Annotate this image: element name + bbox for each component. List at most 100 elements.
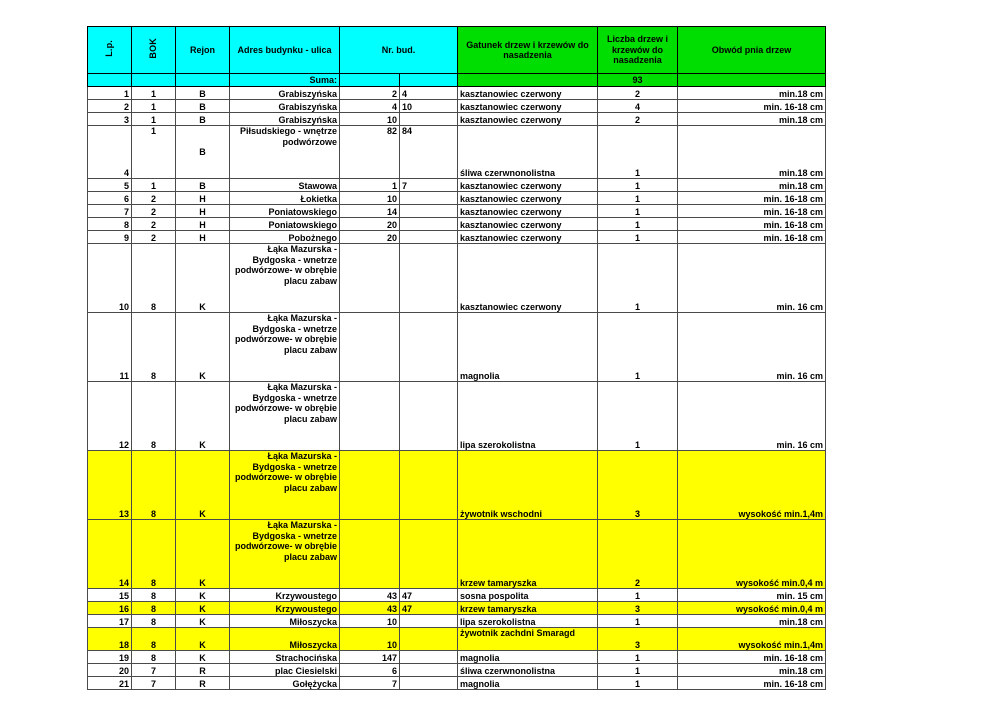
cell-rejon: K: [175, 381, 230, 451]
cell-liczba: 1: [597, 312, 678, 382]
table-row: 7 2 H Poniatowskiego 14 kasztanowiec czerwony…: [87, 204, 826, 218]
cell-nr-bud-1: 10: [339, 112, 400, 126]
cell-rejon: H: [175, 217, 230, 231]
table-row: 5 1 B Stawowa 1 7 kasztanowiec czerwony 1 min.18…: [87, 178, 826, 192]
table-row: 4 1 B Piłsudskiego - wnętrze podwórzowe 82 84…: [87, 125, 826, 179]
cell-obwod: min.18 cm: [677, 112, 826, 126]
summary-bok-cell: [131, 73, 176, 87]
table-row: 13 8 K Łąka Mazurska - Bydgoska - wnetrze p…: [87, 450, 826, 520]
cell-gatunek: kasztanowiec czerwony: [457, 86, 598, 100]
summary-label: Suma:: [229, 73, 340, 87]
cell-bok: 1: [131, 99, 176, 113]
cell-nr-bud-1: 10: [339, 191, 400, 205]
cell-adres: Stawowa: [229, 178, 340, 192]
cell-nr-bud-1: 2: [339, 86, 400, 100]
cell-obwod: min. 16-18 cm: [677, 204, 826, 218]
cell-gatunek: magnolia: [457, 312, 598, 382]
cell-nr-bud-1: 20: [339, 217, 400, 231]
cell-liczba: 1: [597, 217, 678, 231]
summary-total: 93: [597, 73, 678, 87]
cell-liczba: 1: [597, 191, 678, 205]
cell-lp: 12: [87, 381, 132, 451]
cell-nr-bud-1: 43: [339, 588, 400, 602]
cell-nr-bud-2: 10: [399, 99, 458, 113]
cell-bok: 2: [131, 217, 176, 231]
cell-rejon: K: [175, 243, 230, 313]
cell-obwod: min. 16-18 cm: [677, 676, 826, 690]
cell-obwod: min.18 cm: [677, 125, 826, 179]
cell-nr-bud-2: 84: [399, 125, 458, 179]
cell-nr-bud-2: [399, 614, 458, 628]
cell-bok: 2: [131, 230, 176, 244]
cell-nr-bud-1: 82: [339, 125, 400, 179]
header-obwod: Obwód pnia drzew: [677, 26, 826, 74]
cell-liczba: 1: [597, 230, 678, 244]
cell-lp: 20: [87, 663, 132, 677]
cell-nr-bud-2: [399, 676, 458, 690]
cell-bok: 8: [131, 588, 176, 602]
cell-adres: Łąka Mazurska - Bydgoska - wnetrze podwó…: [229, 450, 340, 520]
cell-obwod: min. 15 cm: [677, 588, 826, 602]
cell-bok: 2: [131, 204, 176, 218]
cell-nr-bud-2: 47: [399, 601, 458, 615]
cell-lp: 18: [87, 627, 132, 651]
cell-gatunek: sosna pospolita: [457, 588, 598, 602]
cell-obwod: min.18 cm: [677, 178, 826, 192]
cell-nr-bud-2: [399, 519, 458, 589]
cell-lp: 10: [87, 243, 132, 313]
cell-liczba: 4: [597, 99, 678, 113]
cell-adres: Łąka Mazurska - Bydgoska - wnetrze podwó…: [229, 312, 340, 382]
cell-lp: 8: [87, 217, 132, 231]
cell-bok: 7: [131, 663, 176, 677]
cell-adres: Poniatowskiego: [229, 204, 340, 218]
cell-adres: Gołężycka: [229, 676, 340, 690]
cell-rejon: H: [175, 191, 230, 205]
cell-obwod: min.18 cm: [677, 86, 826, 100]
cell-lp: 5: [87, 178, 132, 192]
cell-rejon: B: [175, 178, 230, 192]
table-row: 2 1 B Grabiszyńska 4 10 kasztanowiec czerwony 4…: [87, 99, 826, 113]
cell-nr-bud-1: [339, 519, 400, 589]
cell-nr-bud-1: 1: [339, 178, 400, 192]
cell-nr-bud-2: [399, 191, 458, 205]
cell-gatunek: kasztanowiec czerwony: [457, 191, 598, 205]
cell-liczba: 3: [597, 627, 678, 651]
cell-lp: 17: [87, 614, 132, 628]
cell-obwod: wysokość min.0,4 m: [677, 601, 826, 615]
cell-rejon: K: [175, 650, 230, 664]
cell-nr-bud-2: [399, 312, 458, 382]
cell-lp: 15: [87, 588, 132, 602]
cell-nr-bud-2: [399, 230, 458, 244]
summary-obwod-cell: [677, 73, 826, 87]
cell-gatunek: kasztanowiec czerwony: [457, 217, 598, 231]
cell-liczba: 1: [597, 381, 678, 451]
cell-rejon: B: [175, 99, 230, 113]
cell-gatunek: śliwa czerwnonolistna: [457, 663, 598, 677]
cell-adres: Łąka Mazurska - Bydgoska - wnetrze podwó…: [229, 519, 340, 589]
cell-lp: 7: [87, 204, 132, 218]
cell-obwod: min. 16 cm: [677, 381, 826, 451]
cell-lp: 19: [87, 650, 132, 664]
table-row: 15 8 K Krzywoustego 43 47 sosna pospolita 1 min.…: [87, 588, 826, 602]
cell-rejon: K: [175, 450, 230, 520]
table-row: 18 8 K Miłoszycka 10 żywotnik zachdni Smaragd…: [87, 627, 826, 651]
cell-adres: Grabiszyńska: [229, 112, 340, 126]
cell-liczba: 1: [597, 178, 678, 192]
cell-nr-bud-1: 147: [339, 650, 400, 664]
cell-adres: Łąka Mazurska - Bydgoska - wnetrze podwó…: [229, 381, 340, 451]
cell-nr-bud-1: [339, 243, 400, 313]
cell-nr-bud-2: 7: [399, 178, 458, 192]
table-row: 10 8 K Łąka Mazurska - Bydgoska - wnetrze p…: [87, 243, 826, 313]
summary-lp-cell: [87, 73, 132, 87]
cell-gatunek: lipa szerokolistna: [457, 381, 598, 451]
cell-lp: 14: [87, 519, 132, 589]
cell-bok: 8: [131, 614, 176, 628]
cell-adres: Piłsudskiego - wnętrze podwórzowe: [229, 125, 340, 179]
cell-liczba: 1: [597, 614, 678, 628]
cell-gatunek: kasztanowiec czerwony: [457, 243, 598, 313]
cell-adres: Strachocińska: [229, 650, 340, 664]
cell-gatunek: krzew tamaryszka: [457, 601, 598, 615]
cell-lp: 11: [87, 312, 132, 382]
cell-gatunek: kasztanowiec czerwony: [457, 178, 598, 192]
cell-adres: Poniatowskiego: [229, 217, 340, 231]
